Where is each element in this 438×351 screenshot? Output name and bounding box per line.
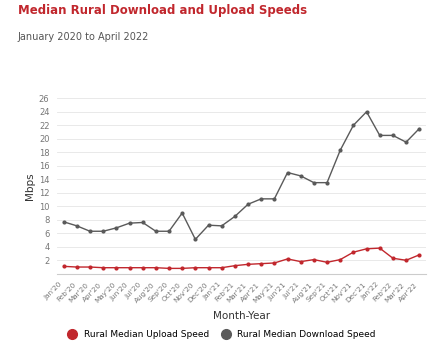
Text: Median Rural Download and Upload Speeds: Median Rural Download and Upload Speeds [18, 4, 306, 16]
Text: January 2020 to April 2022: January 2020 to April 2022 [18, 32, 148, 41]
Y-axis label: Mbps: Mbps [25, 172, 35, 200]
X-axis label: Month-Year: Month-Year [212, 311, 269, 321]
Legend: Rural Median Upload Speed, Rural Median Download Speed: Rural Median Upload Speed, Rural Median … [60, 327, 378, 343]
